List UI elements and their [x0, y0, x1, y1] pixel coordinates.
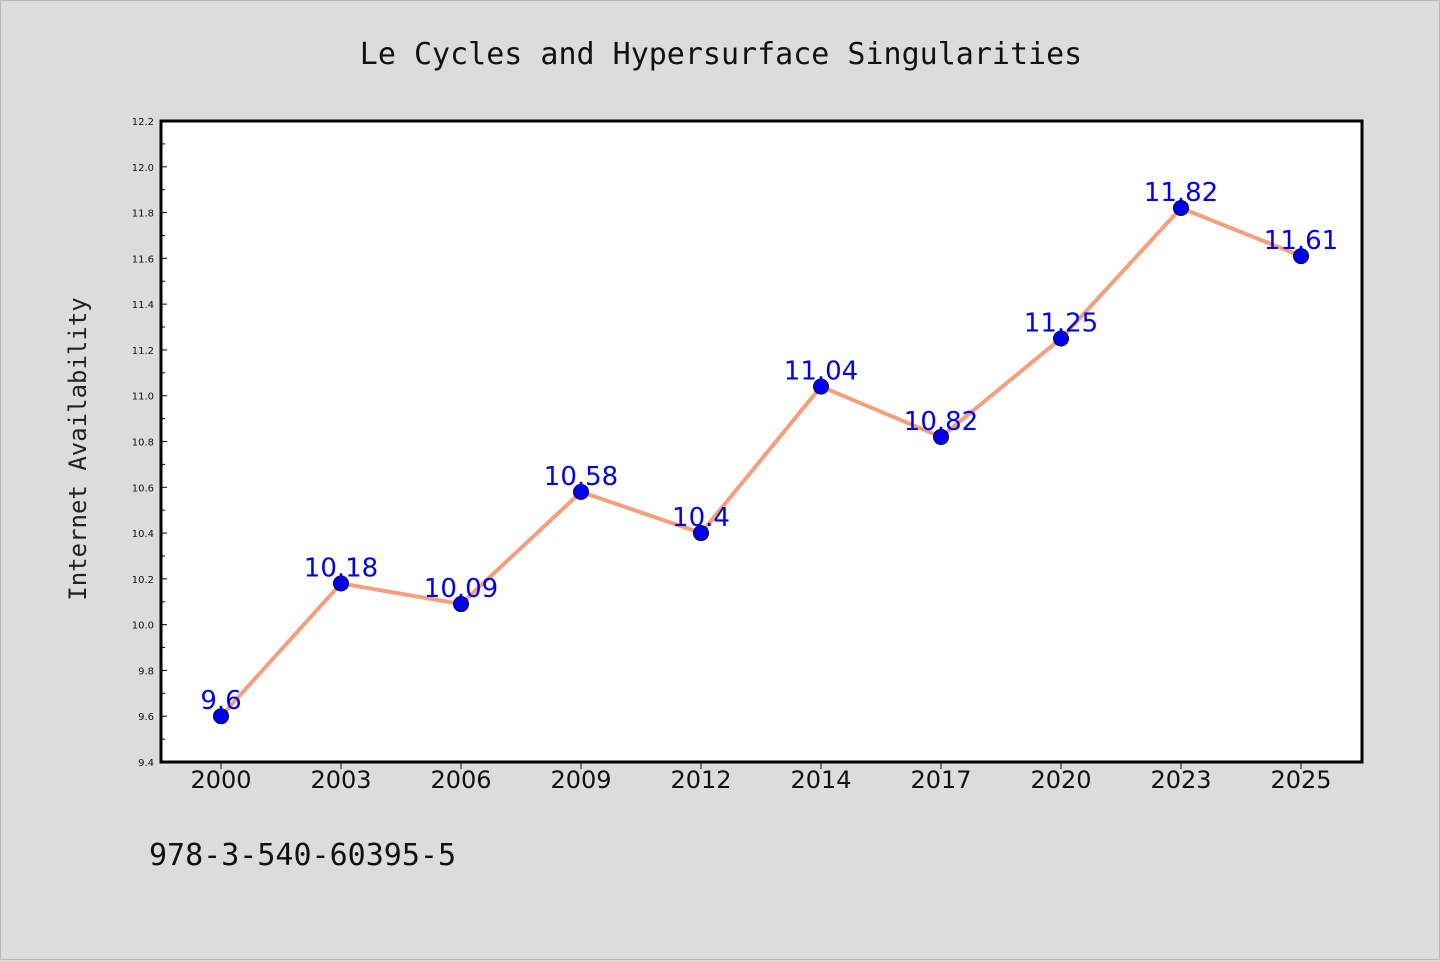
data-point	[573, 483, 589, 500]
data-label: 11.25	[1024, 308, 1098, 338]
data-point	[1053, 330, 1069, 347]
data-label: 9.6	[200, 686, 241, 716]
y-tick-label: 11.4	[132, 300, 154, 311]
x-tick-label: 2009	[550, 766, 611, 794]
data-point	[813, 378, 829, 395]
y-tick-label: 9.4	[138, 758, 154, 769]
data-point	[1293, 248, 1309, 265]
data-label: 11.82	[1144, 178, 1218, 208]
x-tick-label: 2006	[430, 766, 491, 794]
data-point	[333, 575, 349, 592]
series-line	[219, 205, 1303, 719]
data-label: 10.82	[904, 407, 978, 437]
data-label: 11.04	[784, 357, 858, 387]
y-tick-label: 10.8	[132, 438, 154, 449]
chart-title: Le Cycles and Hypersurface Singularities	[360, 37, 1082, 72]
isbn-footnote: 978-3-540-60395-5	[149, 838, 456, 873]
y-tick-label: 10.6	[132, 483, 154, 494]
x-tick-label: 2012	[670, 766, 731, 794]
x-tick-label: 2003	[310, 766, 371, 794]
y-tick-label: 11.6	[132, 254, 154, 265]
data-point	[1173, 199, 1189, 216]
x-tick-label: 2000	[190, 766, 251, 794]
y-axis-label: Internet Availability	[64, 297, 92, 600]
y-axis: 9.4 9.6 9.8 10.0 10.2 10.4 10.6 10.8 11.0 11.2 11.…	[132, 117, 167, 769]
series-layer	[213, 199, 1309, 725]
y-tick-label: 11.2	[132, 346, 154, 357]
y-tick-label: 10.4	[132, 529, 154, 540]
x-axis: 2000 2003 2006 2009 2012 2014 2017 2020 2023 2025	[190, 762, 1332, 794]
x-tick-label: 2023	[1150, 766, 1211, 794]
data-point	[453, 596, 469, 613]
y-tick-label: 10.2	[132, 575, 154, 586]
y-tick-label: 11.0	[132, 392, 154, 403]
data-label: 11.61	[1264, 226, 1338, 256]
data-label: 10.4	[672, 503, 730, 533]
data-label: 10.18	[304, 553, 378, 583]
x-tick-label: 2025	[1270, 766, 1331, 794]
data-point	[693, 525, 709, 542]
data-label: 10.09	[424, 574, 498, 604]
y-tick-label: 12.2	[132, 117, 154, 128]
data-label-layer: 9.6 10.18 10.09 10.58 10.4 11.04 10.82 11.25 11.…	[200, 178, 1338, 716]
y-tick-label: 9.8	[138, 666, 154, 677]
x-tick-label: 2014	[790, 766, 851, 794]
data-label: 10.58	[544, 462, 618, 492]
data-point	[933, 428, 949, 445]
y-tick-label: 10.0	[132, 621, 154, 632]
x-tick-label: 2017	[910, 766, 971, 794]
y-tick-label: 9.6	[138, 712, 154, 723]
x-tick-label: 2020	[1030, 766, 1091, 794]
y-tick-label: 12.0	[132, 163, 154, 174]
data-point	[213, 708, 229, 725]
y-tick-label: 11.8	[132, 209, 154, 220]
plot-area	[159, 119, 1364, 764]
